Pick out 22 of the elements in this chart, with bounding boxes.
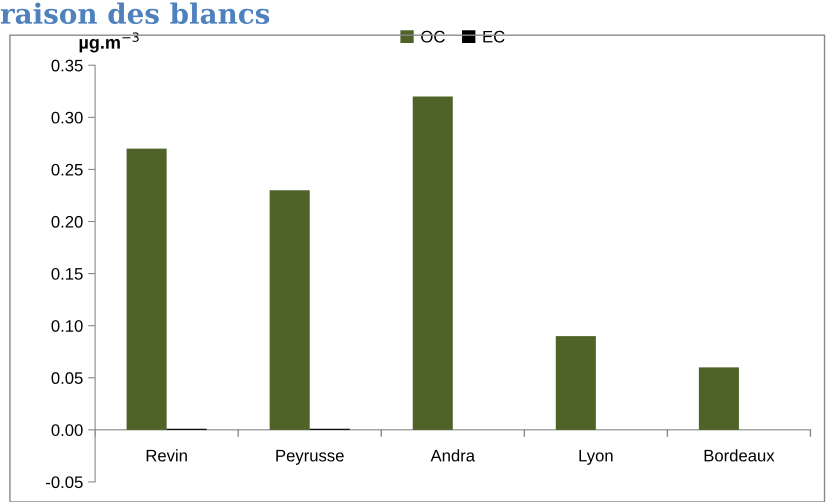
y-tick-label: 0.25 — [52, 164, 83, 176]
x-tick-label: Andra — [430, 449, 476, 462]
y-tick-label: 0.20 — [52, 216, 83, 228]
y-tick-label: 0.35 — [52, 60, 83, 72]
bar — [698, 367, 739, 430]
bar — [126, 148, 167, 430]
bar — [556, 336, 596, 430]
y-tick-label: 0.15 — [52, 268, 83, 280]
y-axis-title: µg.m$^{−3}$ — [80, 32, 139, 52]
x-tick-label: Revin — [146, 449, 187, 462]
chart-title: raison des blancs — [0, 2, 270, 24]
y-tick-label: 0.10 — [52, 320, 83, 332]
y-tick-label: 0.00 — [52, 424, 83, 436]
x-tick-label: Bordeaux — [704, 449, 774, 462]
y-tick-label: 0.30 — [52, 112, 83, 124]
x-tick-label: Peyrusse — [276, 450, 344, 465]
y-tick-label: 0.05 — [52, 372, 83, 384]
bar — [412, 96, 453, 430]
bar — [270, 190, 310, 430]
legend-label: EC — [483, 30, 505, 43]
y-tick-label: -0.05 — [46, 476, 83, 488]
x-tick-label: Lyon — [579, 450, 613, 465]
